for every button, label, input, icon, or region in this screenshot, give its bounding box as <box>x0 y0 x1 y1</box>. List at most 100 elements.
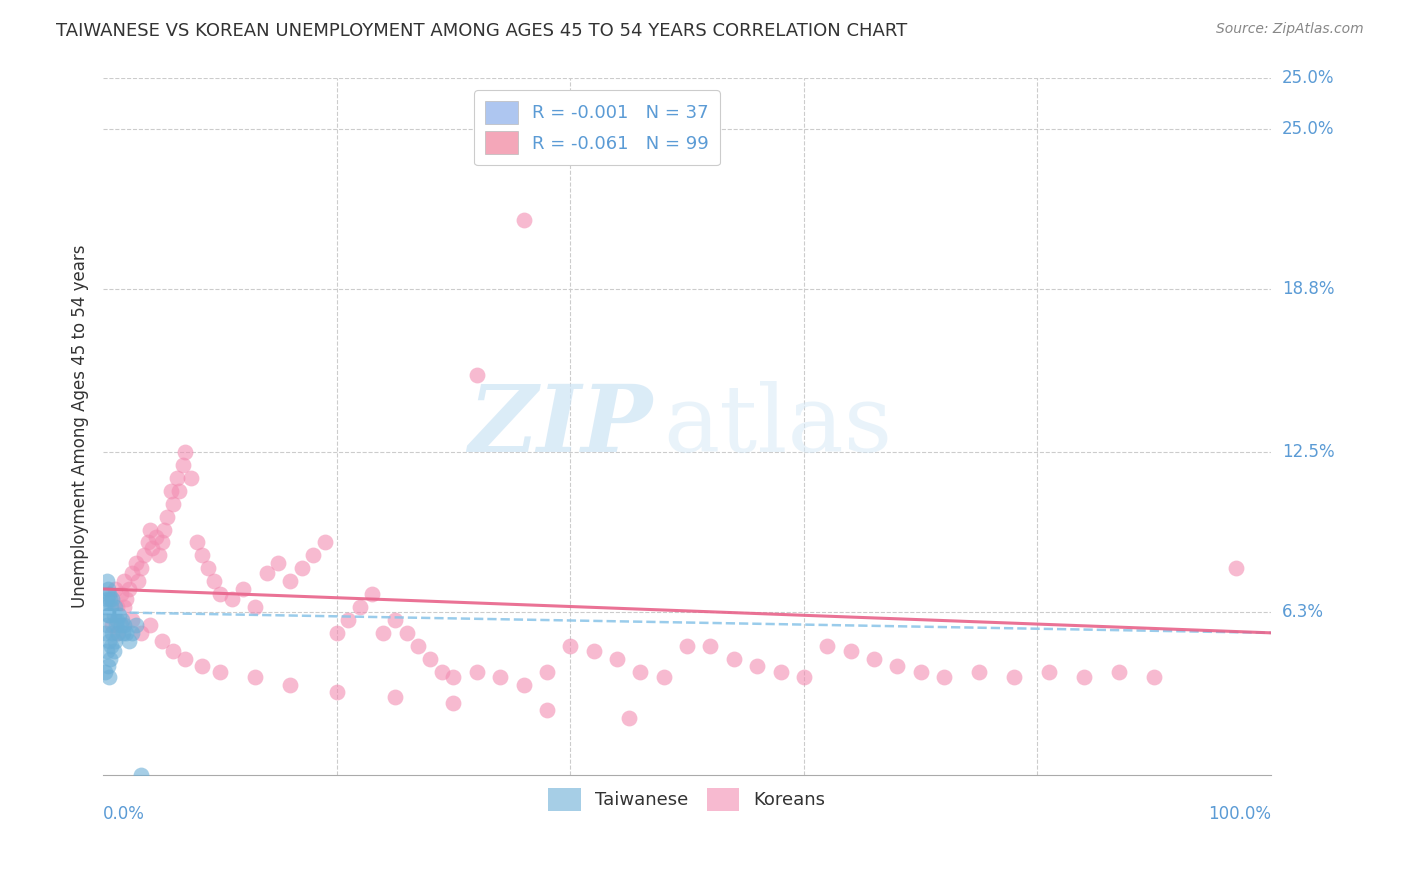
Point <box>512 677 534 691</box>
Point <box>443 670 465 684</box>
Point <box>337 613 360 627</box>
Point <box>606 651 628 665</box>
Point <box>815 639 838 653</box>
Point <box>98 587 121 601</box>
Point <box>839 644 862 658</box>
Text: atlas: atlas <box>664 381 893 471</box>
Point <box>465 368 488 382</box>
Point <box>512 212 534 227</box>
Point <box>166 471 188 485</box>
Point <box>162 497 184 511</box>
Point <box>699 639 721 653</box>
Point <box>243 600 266 615</box>
Point <box>141 541 163 555</box>
Point <box>98 607 121 622</box>
Point <box>100 639 122 653</box>
Point <box>121 566 143 581</box>
Point <box>723 651 745 665</box>
Point <box>1108 665 1130 679</box>
Point <box>96 592 118 607</box>
Point <box>419 651 441 665</box>
Point <box>103 644 125 658</box>
Point <box>94 625 117 640</box>
Text: 25.0%: 25.0% <box>1282 120 1334 138</box>
Point <box>167 483 190 498</box>
Point <box>278 677 301 691</box>
Point <box>115 625 138 640</box>
Point <box>384 613 406 627</box>
Point <box>349 600 371 615</box>
Point <box>97 582 120 596</box>
Text: ZIP: ZIP <box>468 381 652 471</box>
Point <box>129 561 152 575</box>
Point <box>148 549 170 563</box>
Point <box>291 561 314 575</box>
Point <box>101 618 124 632</box>
Point <box>910 665 932 679</box>
Point <box>221 592 243 607</box>
Point <box>863 651 886 665</box>
Text: 100.0%: 100.0% <box>1208 805 1271 823</box>
Point <box>98 592 121 607</box>
Point <box>98 651 121 665</box>
Point <box>652 670 675 684</box>
Point <box>139 618 162 632</box>
Point <box>104 582 127 596</box>
Point <box>101 625 124 640</box>
Point <box>103 607 125 622</box>
Point <box>232 582 254 596</box>
Point <box>105 625 128 640</box>
Point <box>536 665 558 679</box>
Point <box>1073 670 1095 684</box>
Point <box>129 625 152 640</box>
Point <box>105 613 128 627</box>
Point <box>112 618 135 632</box>
Point <box>94 665 117 679</box>
Point <box>1143 670 1166 684</box>
Text: 18.8%: 18.8% <box>1282 280 1334 298</box>
Point <box>628 665 651 679</box>
Point <box>180 471 202 485</box>
Point <box>118 582 141 596</box>
Point <box>536 703 558 717</box>
Point <box>173 445 195 459</box>
Point <box>150 535 173 549</box>
Point <box>108 607 131 622</box>
Point <box>243 670 266 684</box>
Point <box>132 549 155 563</box>
Point <box>173 651 195 665</box>
Point <box>156 509 179 524</box>
Point <box>96 574 118 589</box>
Point <box>121 625 143 640</box>
Point <box>395 625 418 640</box>
Point <box>560 639 582 653</box>
Text: Source: ZipAtlas.com: Source: ZipAtlas.com <box>1216 22 1364 37</box>
Point <box>443 696 465 710</box>
Point <box>127 574 149 589</box>
Text: 0.0%: 0.0% <box>103 805 145 823</box>
Point <box>121 613 143 627</box>
Point <box>186 535 208 549</box>
Point <box>150 633 173 648</box>
Point <box>96 618 118 632</box>
Point <box>793 670 815 684</box>
Point <box>96 644 118 658</box>
Point <box>94 600 117 615</box>
Point <box>747 659 769 673</box>
Point <box>98 670 121 684</box>
Point <box>153 523 176 537</box>
Point <box>145 530 167 544</box>
Point <box>373 625 395 640</box>
Point <box>110 587 132 601</box>
Point <box>191 659 214 673</box>
Point <box>104 618 127 632</box>
Point <box>191 549 214 563</box>
Point <box>886 659 908 673</box>
Text: 12.5%: 12.5% <box>1282 443 1334 461</box>
Point <box>465 665 488 679</box>
Point <box>100 600 122 615</box>
Legend: Taiwanese, Koreans: Taiwanese, Koreans <box>541 780 832 818</box>
Point <box>325 685 347 699</box>
Point <box>125 556 148 570</box>
Point <box>325 625 347 640</box>
